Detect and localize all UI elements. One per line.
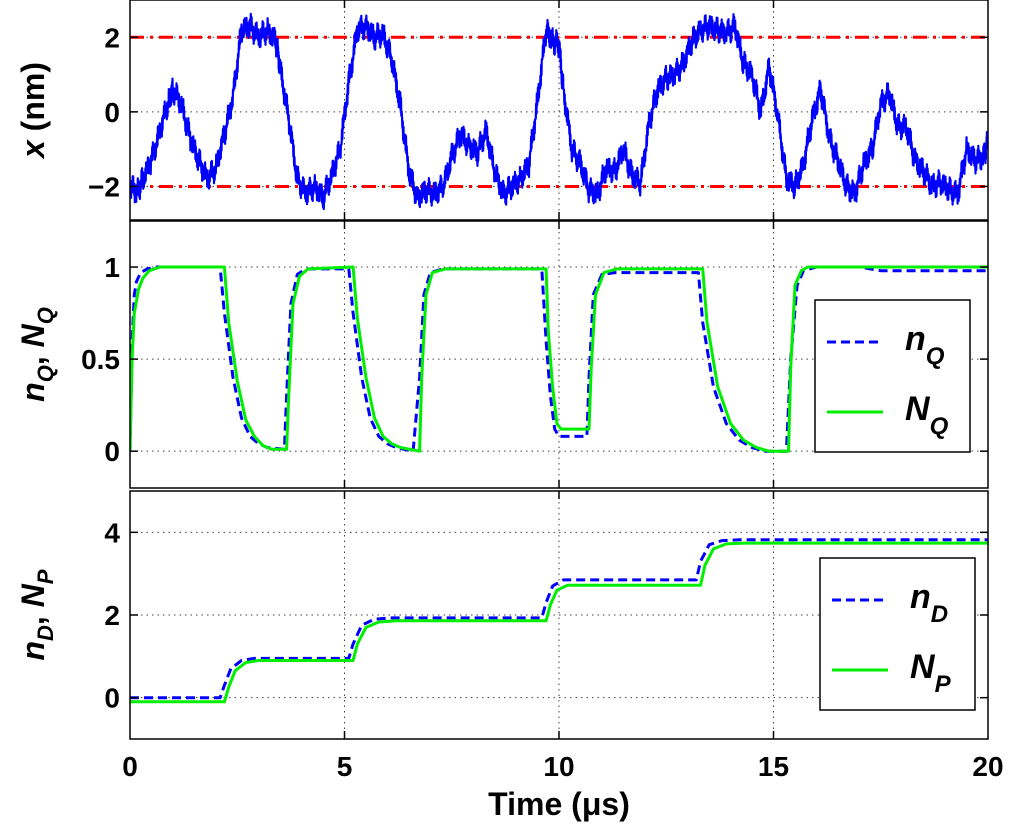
x-tick-label: 5 [337, 751, 353, 782]
y-label-symbol: x [15, 139, 51, 160]
y-label-symbol: n [15, 641, 51, 661]
y-label-separator: , [15, 347, 51, 365]
legend-box [814, 299, 971, 453]
series-group [130, 265, 988, 453]
legend-label-2: NQ [905, 390, 949, 440]
x-axis-label: Time (μs) [488, 786, 630, 822]
y-axis-label: nQ, NQ [15, 307, 58, 402]
y-label-subscript: Q [33, 307, 58, 324]
x-tick-label: 10 [543, 751, 574, 782]
y-tick-label: 0 [104, 436, 120, 467]
legend-subscript: Q [930, 413, 949, 440]
legend-subscript: Q [926, 343, 945, 370]
series-line-1 [130, 12, 988, 211]
legend-label-2: NP [910, 648, 952, 698]
series-line-1 [130, 538, 988, 700]
y-tick-label: 2 [104, 600, 120, 631]
y-tick-label: 0 [104, 97, 120, 128]
y-label-symbol: N [15, 323, 51, 347]
y-label-symbol: N [15, 583, 51, 607]
y-tick-label: −2 [88, 171, 120, 202]
legend-subscript: D [931, 601, 948, 628]
legend-box [819, 557, 976, 711]
legend-symbol: N [905, 390, 931, 428]
y-tick-label: 4 [104, 517, 120, 548]
x-tick-label: 15 [758, 751, 789, 782]
y-label-subscript: D [33, 625, 58, 641]
series-line-2 [130, 541, 988, 704]
y-label-symbol: n [15, 382, 51, 402]
legend-symbol: n [905, 320, 926, 358]
y-tick-label: 1 [104, 252, 120, 283]
y-label-unit: (nm) [15, 62, 51, 140]
x-tick-label: 20 [972, 751, 1003, 782]
series-line-2 [130, 265, 988, 453]
y-tick-label: 0 [104, 683, 120, 714]
panel-1: −2 0 2 x (nm) [15, 0, 989, 221]
series-line-1 [130, 265, 988, 453]
x-tick-label: 0 [122, 751, 138, 782]
legend-label-1: nD [910, 578, 948, 628]
y-tick-label: 2 [104, 22, 120, 53]
y-axis-label: nD, NP [15, 569, 58, 660]
series-group [130, 12, 988, 211]
y-label-subscript: P [33, 569, 58, 584]
series-group [130, 538, 988, 704]
y-label-separator: , [15, 607, 51, 625]
legend-label-1: nQ [905, 320, 945, 370]
legend-symbol: N [910, 648, 936, 686]
y-label-subscript: Q [33, 365, 58, 382]
y-tick-label: 0.5 [81, 344, 120, 375]
legend-symbol: n [910, 578, 931, 616]
y-axis-label: x (nm) [15, 62, 51, 160]
legend-subscript: P [935, 671, 952, 698]
